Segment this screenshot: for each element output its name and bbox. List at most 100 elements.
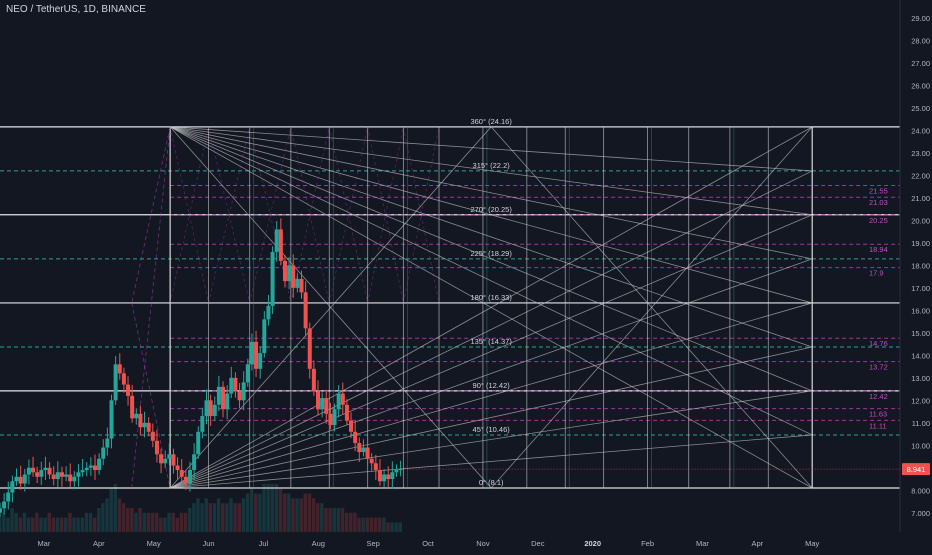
candle-body [390,472,395,480]
candle-body [324,398,329,414]
volume-bar [353,512,357,532]
candle-body [258,353,263,369]
volume-bar [6,517,10,532]
time-tick-label: Apr [93,539,105,548]
candle-body [221,386,226,410]
candle-body [146,422,151,432]
volume-bar [270,484,274,532]
volume-bar [10,508,14,532]
candle-body [31,467,36,473]
candle-body [237,391,242,401]
gann-fan-line [170,126,813,260]
volume-bar [39,517,43,532]
fib-level-label: 21.03 [869,198,888,207]
volume-bar [47,512,51,532]
current-price-badge [902,463,930,476]
candle-body [35,472,40,477]
volume-bar [51,517,56,532]
candle-body [130,395,135,419]
gann-fan-line [169,126,813,489]
volume-bar [14,512,18,532]
volume-bar [208,503,213,532]
symbol-title[interactable]: NEO / TetherUS, 1D, BINANCE [6,4,146,15]
volume-bar [221,503,225,532]
candle-body [274,229,279,252]
fib-level-label: 18.94 [869,245,888,254]
time-tick-label: Dec [531,539,545,548]
volume-bar [349,512,353,532]
candle-body [109,400,114,439]
candle-body [134,413,139,419]
candle-body [266,305,271,320]
candle-body [357,443,362,453]
price-tick-label: 25.00 [911,104,930,113]
volume-bar [64,517,68,532]
candle-body [365,447,370,459]
volume-bar [171,512,175,532]
price-tick-label: 24.00 [911,126,930,135]
volume-bar [357,517,361,532]
fib-level-label: 11.11 [869,421,887,430]
volume-bar [295,498,299,532]
candle-body [353,431,358,444]
candle-body [171,454,176,466]
volume-bar [192,503,196,532]
price-tick-label: 7.000 [911,509,930,518]
candle-body [204,400,209,417]
volume-bar [101,503,105,532]
gann-level-label: 225° (18.29) [470,249,512,258]
time-tick-label: Nov [476,539,490,548]
volume-bar [130,508,134,532]
gann-zigzag-line [131,126,171,304]
price-tick-label: 21.00 [911,194,930,203]
candle-body [167,454,172,459]
time-axis[interactable]: Mar Apr May Jun Jul Aug Sep Oct Nov Dec 2020 Feb Mar… [0,532,932,550]
candle-body [229,377,234,394]
volume-bar [43,517,47,532]
price-tick-label: 11.00 [912,419,930,428]
volume-bar [274,484,279,532]
candle-body [10,481,15,493]
gann-zigzag-line [131,126,171,489]
gann-fan-line [169,126,813,436]
candle-body [92,465,97,471]
fib-level-label: 20.25 [869,216,888,225]
candle-body [2,501,7,509]
gann-fan-line [170,434,813,489]
candle-body [344,404,349,421]
candle-body [262,319,267,354]
volume-bar [237,503,241,532]
gann-zigzag-line [290,126,330,304]
gann-zigzag-line [328,126,369,304]
candle-body [349,420,354,432]
gann-fan-line [170,126,813,172]
candle-body [97,458,102,471]
volume-bar [183,512,188,532]
candle-body [47,467,52,475]
candle-body [22,474,27,484]
price-tick-label: 18.00 [911,261,930,270]
candle-body [175,465,180,471]
candle-body [55,472,60,480]
volume-bar [225,503,229,532]
volume-bar [386,522,390,532]
candle-body [303,292,308,329]
candle-body [179,470,184,477]
volume-bar [212,503,217,532]
gann-zigzag-line [169,126,209,304]
volume-bar [258,493,262,532]
gann-fan-line [170,390,813,489]
price-axis[interactable]: 7.0008.0009.00010.0011.0012.0013.0014.00… [899,0,930,532]
volume-bar [278,488,283,532]
volume-bar [0,517,2,532]
candle-body [336,393,341,410]
volume-bar [282,493,287,532]
volume-bar [241,498,246,532]
candle-body [291,265,296,288]
volume-bar [303,493,308,532]
volume-bar [22,512,27,532]
price-tick-label: 10.00 [911,441,930,450]
volume-bar [332,508,336,532]
